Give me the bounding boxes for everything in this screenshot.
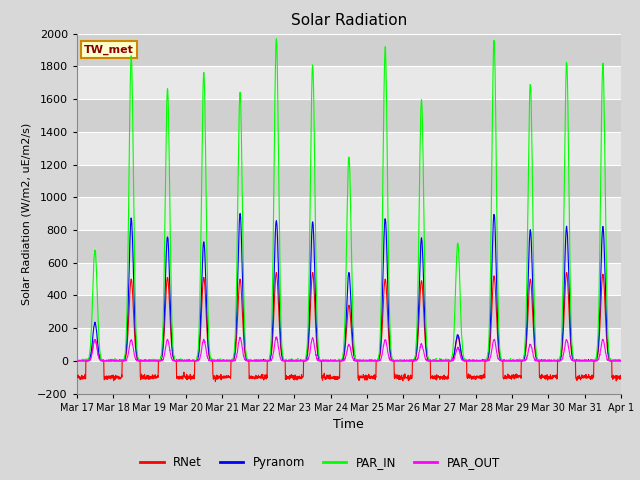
Bar <box>77 99 621 132</box>
Title: Solar Radiation: Solar Radiation <box>291 13 407 28</box>
Bar <box>77 165 621 197</box>
Bar <box>77 361 621 394</box>
Legend: RNet, Pyranom, PAR_IN, PAR_OUT: RNet, Pyranom, PAR_IN, PAR_OUT <box>135 452 505 474</box>
X-axis label: Time: Time <box>333 418 364 431</box>
Y-axis label: Solar Radiation (W/m2, uE/m2/s): Solar Radiation (W/m2, uE/m2/s) <box>22 122 32 305</box>
Bar <box>77 295 621 328</box>
Bar <box>77 230 621 263</box>
Bar <box>77 34 621 66</box>
Text: TW_met: TW_met <box>84 44 134 55</box>
